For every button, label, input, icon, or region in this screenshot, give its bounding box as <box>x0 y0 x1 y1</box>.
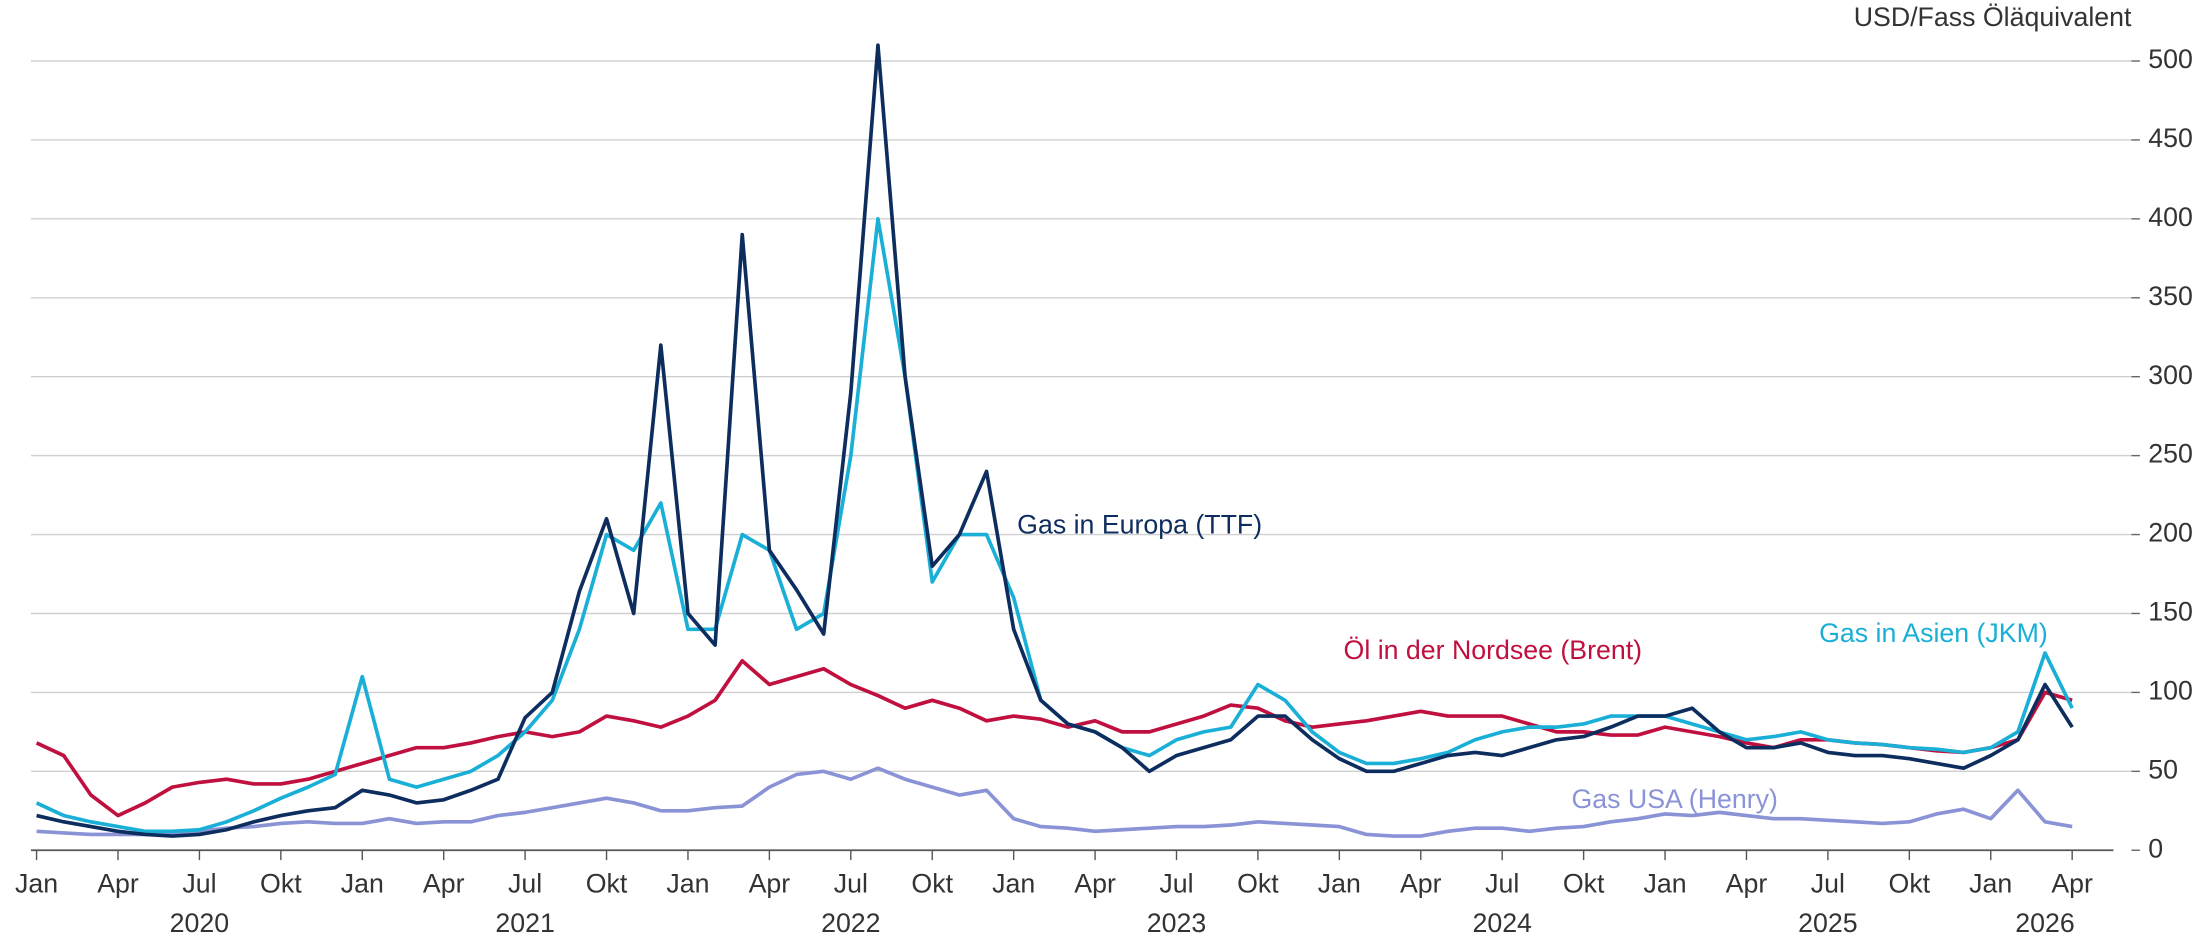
x-tick-label: Jul <box>1811 869 1845 899</box>
x-tick-label: Jul <box>508 869 542 899</box>
x-tick-label: Okt <box>1889 869 1931 899</box>
x-tick-label: Jan <box>666 869 709 899</box>
series-label: Gas USA (Henry) <box>1571 784 1777 814</box>
y-tick-label: 300 <box>2148 360 2193 390</box>
y-tick-label: 500 <box>2148 44 2193 74</box>
x-tick-label: Apr <box>97 869 139 899</box>
x-tick-label: Okt <box>586 869 628 899</box>
y-axis-label: USD/Fass Öläquivalent <box>1854 2 2132 32</box>
x-group-label: 2021 <box>495 908 554 938</box>
x-group-label: 2023 <box>1147 908 1206 938</box>
x-tick-label: Apr <box>2051 869 2093 899</box>
x-group-label: 2026 <box>2015 908 2074 938</box>
y-tick-label: 200 <box>2148 518 2193 548</box>
x-tick-label: Jan <box>1318 869 1361 899</box>
series-line <box>36 766 2073 838</box>
x-tick-label: Jul <box>182 869 216 899</box>
y-tick-label: 450 <box>2148 123 2193 153</box>
y-tick-label: 400 <box>2148 202 2193 232</box>
x-tick-label: Jan <box>1644 869 1687 899</box>
y-tick-label: 150 <box>2148 597 2193 627</box>
x-tick-label: Jul <box>834 869 868 899</box>
x-group-label: 2025 <box>1798 908 1857 938</box>
x-tick-label: Jan <box>992 869 1035 899</box>
x-group-label: 2020 <box>170 908 229 938</box>
y-tick-label: 50 <box>2148 754 2178 784</box>
series-label: Gas in Asien (JKM) <box>1819 618 2048 648</box>
x-tick-label: Okt <box>1563 869 1605 899</box>
x-tick-label: Okt <box>260 869 302 899</box>
x-tick-label: Apr <box>1074 869 1116 899</box>
x-tick-label: Jan <box>341 869 384 899</box>
x-tick-label: Apr <box>423 869 465 899</box>
y-tick-label: 350 <box>2148 281 2193 311</box>
series-label: Gas in Europa (TTF) <box>1017 510 1262 540</box>
series-label: Öl in der Nordsee (Brent) <box>1344 635 1642 665</box>
x-tick-label: Okt <box>911 869 953 899</box>
y-tick-label: 250 <box>2148 439 2193 469</box>
y-tick-label: 100 <box>2148 675 2193 705</box>
series-line <box>36 43 2074 838</box>
x-tick-label: Apr <box>1400 869 1442 899</box>
x-group-label: 2024 <box>1472 908 1532 938</box>
y-tick-label: 0 <box>2148 833 2163 863</box>
x-tick-label: Jan <box>15 869 58 899</box>
x-tick-label: Apr <box>1726 869 1768 899</box>
x-tick-label: Jul <box>1159 869 1193 899</box>
x-tick-label: Okt <box>1237 869 1279 899</box>
x-tick-label: Jul <box>1485 869 1519 899</box>
x-tick-label: Jan <box>1969 869 2012 899</box>
x-group-label: 2022 <box>821 908 880 938</box>
x-tick-label: Apr <box>749 869 791 899</box>
